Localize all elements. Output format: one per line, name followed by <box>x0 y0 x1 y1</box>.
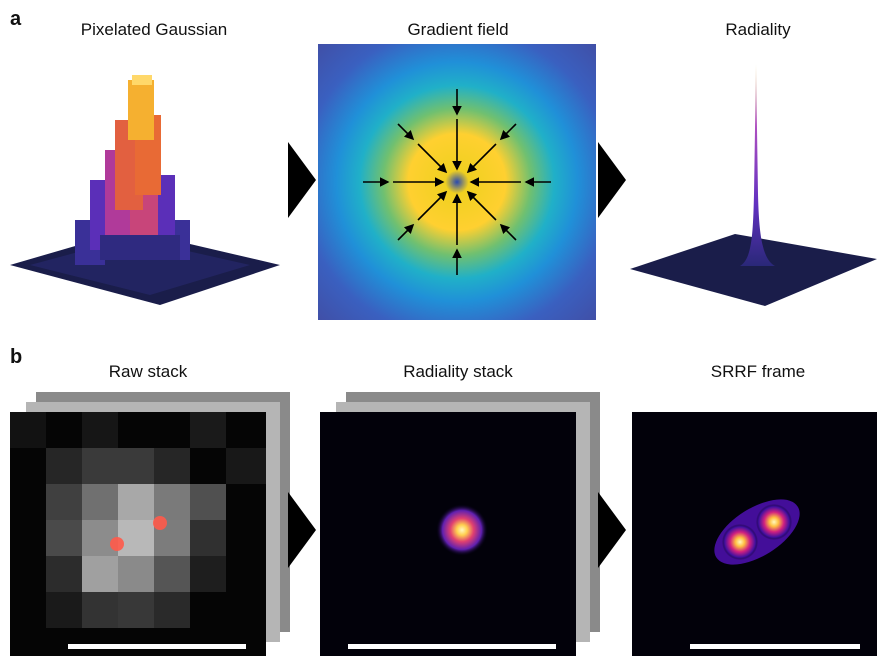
srrf-frame-image <box>632 412 877 656</box>
panel-a-label: a <box>10 8 22 30</box>
right-triangle-arrow-icon <box>288 492 316 568</box>
right-triangle-arrow-icon <box>288 142 316 218</box>
title-pixelated-gaussian: Pixelated Gaussian <box>80 20 228 39</box>
title-raw-stack: Raw stack <box>108 362 188 381</box>
title-radiality: Radiality <box>725 20 791 39</box>
title-gradient-field: Gradient field <box>407 20 509 39</box>
right-triangle-arrow-icon <box>598 492 626 568</box>
pixelated-gaussian-plot <box>10 60 280 305</box>
title-radiality-stack: Radiality stack <box>403 362 513 381</box>
title-srrf-frame: SRRF frame <box>710 362 806 381</box>
gradient-field-plot <box>318 44 596 320</box>
radiality-plot <box>630 44 877 306</box>
raw-stack-image <box>10 392 290 656</box>
panel-b-label: b <box>10 346 23 368</box>
radiality-stack-image <box>320 392 600 656</box>
right-triangle-arrow-icon <box>598 142 626 218</box>
